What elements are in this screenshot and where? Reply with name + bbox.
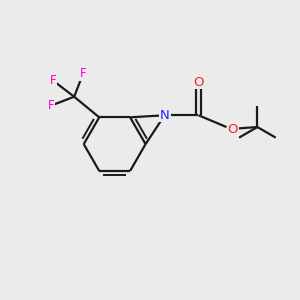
Text: F: F (80, 67, 86, 80)
Text: F: F (50, 74, 56, 87)
Text: F: F (48, 99, 55, 112)
Text: N: N (160, 109, 169, 122)
Text: O: O (228, 124, 238, 136)
Text: O: O (193, 76, 204, 89)
